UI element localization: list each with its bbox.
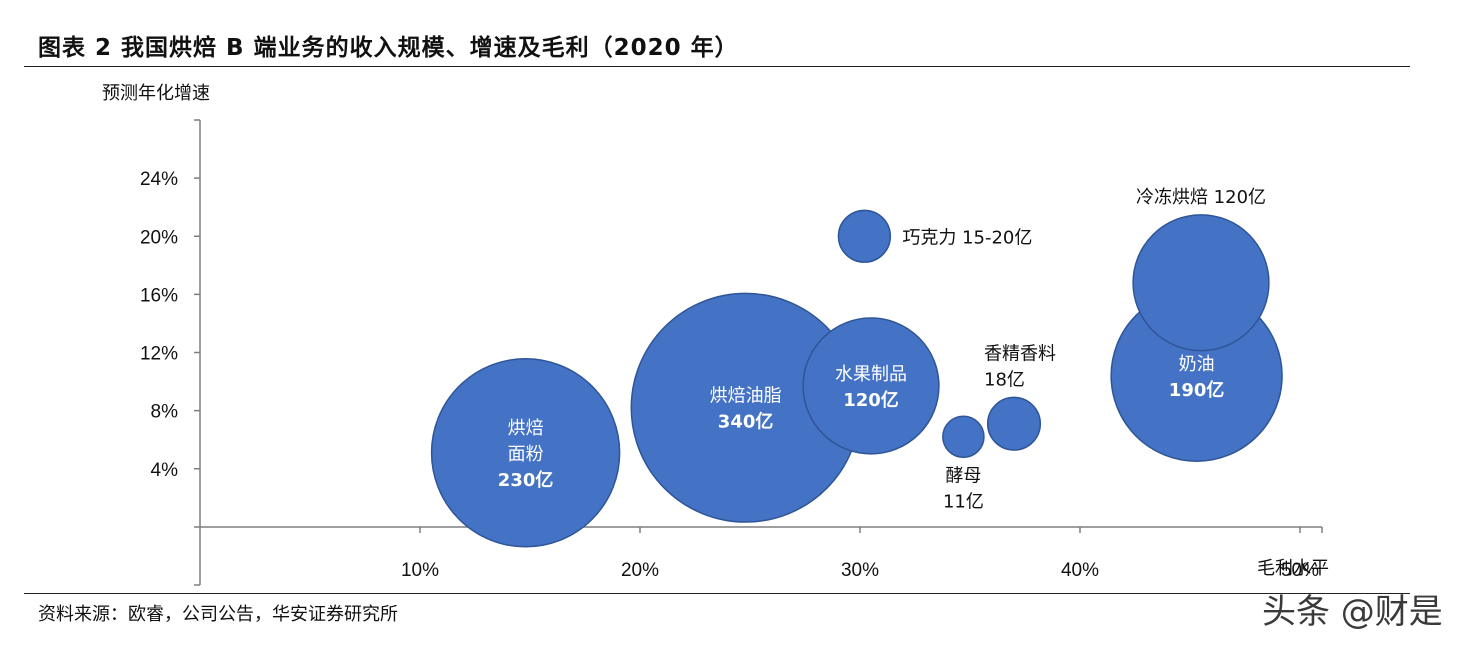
- page-title: 图表 2 我国烘焙 B 端业务的收入规模、增速及毛利（2020 年）: [38, 35, 739, 61]
- bubble-label: 巧克力 15-20亿: [902, 227, 1032, 248]
- bubble-label: 190亿: [1169, 379, 1225, 401]
- source-divider: [24, 593, 1410, 594]
- source-note: 资料来源：欧睿，公司公告，华安证券研究所: [38, 604, 398, 625]
- bubble-label: 18亿: [984, 369, 1025, 390]
- bubble-label: 烘焙: [508, 418, 544, 439]
- bubble-label: 120亿: [843, 389, 899, 411]
- title-divider: [24, 66, 1410, 67]
- chart-axes: 4% 8% 12% 16% 20% 24% 10% 20% 30% 40% 50% 预测年化增速毛利水…: [102, 83, 1329, 586]
- bubble-label: 烘焙油脂: [710, 386, 782, 407]
- y-tick-label: 8%: [151, 402, 179, 423]
- y-tick-label: 24%: [140, 169, 178, 190]
- x-tick-label: 40%: [1061, 560, 1099, 581]
- y-tick-label: 20%: [140, 227, 178, 248]
- bubble-巧克力: [837, 209, 892, 263]
- bubble-酵母: [942, 415, 985, 459]
- y-tick-label: 4%: [151, 460, 179, 481]
- x-tick-label: 10%: [401, 560, 439, 581]
- y-tick-label: 12%: [140, 344, 178, 365]
- bubble-水果制品: [802, 317, 940, 455]
- bubble-label: 340亿: [718, 411, 774, 433]
- bubble-香精香料: [986, 396, 1042, 451]
- chart-bubbles: [430, 209, 1283, 548]
- bubble-冷冻烘焙: [1132, 214, 1270, 352]
- bubble-label: 酵母: [945, 465, 981, 486]
- y-axis-title: 预测年化增速: [102, 83, 210, 104]
- bubble-label: 面粉: [508, 444, 544, 465]
- bubble-label: 水果制品: [835, 364, 907, 385]
- bubble-label: 奶油: [1179, 354, 1215, 375]
- bubble-label: 230亿: [498, 469, 554, 491]
- bubble-label: 香精香料: [984, 343, 1056, 364]
- watermark: 头条 @财是: [1262, 592, 1443, 632]
- x-axis-title: 毛利水平: [1257, 558, 1329, 579]
- bubble-label: 冷冻烘焙 120亿: [1136, 187, 1266, 208]
- x-tick-label: 30%: [841, 560, 879, 581]
- x-tick-label: 20%: [621, 560, 659, 581]
- bubble-label: 11亿: [943, 491, 984, 512]
- x-tick-label: 50%: [1281, 560, 1319, 581]
- y-tick-label: 16%: [140, 285, 178, 306]
- bubble-烘焙面粉: [430, 357, 621, 548]
